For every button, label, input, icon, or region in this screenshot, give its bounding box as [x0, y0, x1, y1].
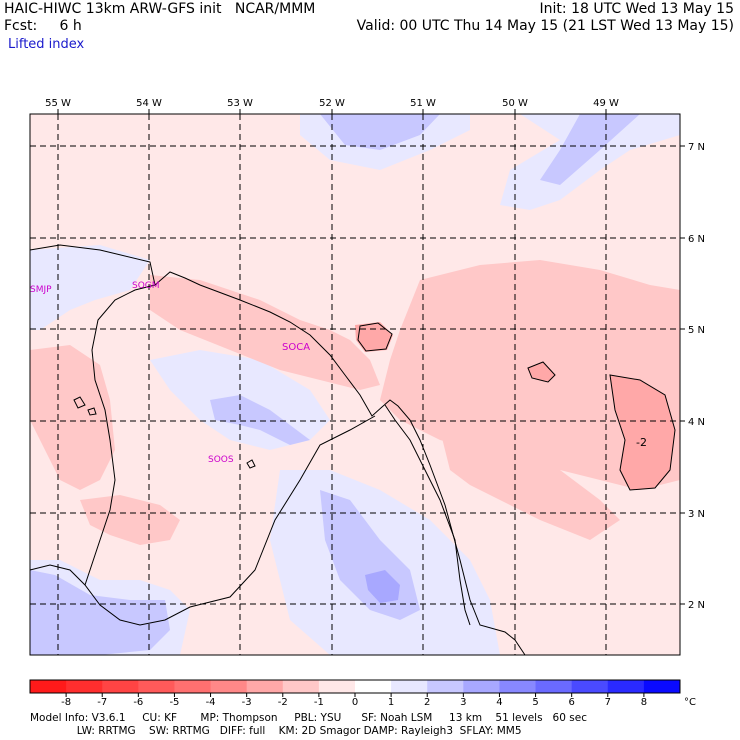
station-label: SMJP	[30, 285, 52, 295]
colorbar-swatch	[463, 680, 500, 693]
coastline	[29, 244, 526, 656]
contour-se	[609, 374, 676, 491]
colorbar-tick-label: -6	[133, 697, 143, 708]
colorbar-tick-label: -8	[61, 697, 71, 708]
contour-soos	[246, 459, 256, 469]
colorbar-swatch	[355, 680, 392, 693]
colorbar-tick-label: -7	[97, 697, 107, 708]
colorbar-swatch	[138, 680, 175, 693]
colorbar-tick-label: 3	[460, 697, 466, 708]
lat-label: 5 N	[688, 325, 705, 336]
station-label: SOGM	[132, 281, 160, 291]
contour-lines	[73, 322, 676, 491]
lon-label: 52 W	[319, 98, 345, 109]
lat-lon-grid	[30, 114, 680, 655]
map-frame	[29, 113, 681, 656]
lon-label: 49 W	[593, 98, 619, 109]
positive-area-top-core	[320, 114, 440, 150]
contour-east-blob	[527, 361, 556, 383]
colorbar-unit: °C	[684, 697, 696, 708]
colorbar-tick-label: 6	[568, 697, 574, 708]
colorbar-tick-label: 5	[532, 697, 538, 708]
coastline-borders	[29, 244, 526, 656]
colorbar-tick-label: -4	[206, 697, 216, 708]
footer-line-1: Model Info: V3.6.1 CU: KF MP: Thompson P…	[30, 712, 587, 724]
colorbar-swatch	[318, 680, 356, 693]
lon-label: 54 W	[136, 98, 162, 109]
title-left: HAIC-HIWC 13km ARW-GFS init NCAR/MMM	[4, 1, 316, 17]
colorbar-tick-label: -2	[278, 697, 288, 708]
lon-label: 55 W	[45, 98, 71, 109]
colorbar-ticks: -8 -7 -6 -5 -4 -3 -2 -1 0 1 2 3 4 5 6 7 8	[61, 693, 647, 708]
lat-label: 3 N	[688, 509, 705, 520]
colorbar-tick-label: -3	[242, 697, 252, 708]
positive-area-ne	[500, 114, 680, 210]
lat-label: 6 N	[688, 234, 705, 245]
shading-layer	[30, 114, 680, 655]
colorbar-tick-label: 0	[352, 697, 358, 708]
colorbar-tick-label: 2	[424, 697, 430, 708]
positive-area-mid-core	[210, 395, 310, 445]
valid-time: Valid: 00 UTC Thu 14 May 15 (21 LST Wed …	[356, 18, 734, 34]
lon-labels: 55 W 54 W 53 W 52 W 51 W 50 W 49 W	[45, 98, 619, 109]
colorbar-swatch	[66, 680, 103, 693]
station-label: SOCA	[282, 342, 310, 353]
colorbar-swatch	[174, 680, 212, 693]
tick-marks	[57, 109, 685, 605]
lon-label: 51 W	[410, 98, 436, 109]
colorbar-tick-label: 8	[641, 697, 647, 708]
positive-area-west	[30, 245, 150, 330]
positive-area-sw-core	[30, 570, 170, 655]
border-guyana-suriname	[84, 284, 156, 586]
lat-label: 4 N	[688, 417, 705, 428]
negative-area-central	[150, 275, 380, 390]
lat-labels: 7 N 6 N 5 N 4 N 3 N 2 N	[688, 142, 705, 611]
positive-area-south-core2	[365, 570, 400, 603]
colorbar-swatch	[210, 680, 248, 693]
contour-soca	[357, 322, 393, 352]
lat-label: 7 N	[688, 142, 705, 153]
negative-area-east-blob	[527, 362, 555, 382]
colorbar-tick-label: 4	[496, 697, 502, 708]
colorbar-swatch	[246, 680, 284, 693]
colorbar-swatch	[391, 680, 428, 693]
colorbar-swatch	[607, 680, 645, 693]
negative-area-south-mid	[80, 495, 180, 545]
contour-west-a	[73, 396, 86, 409]
field-name: Lifted index	[8, 37, 85, 52]
station-labels: SMJP SOGM SOCA SOOS	[30, 281, 310, 465]
colorbar-swatch	[535, 680, 573, 693]
border-suriname-fguiana	[384, 404, 471, 626]
lon-label: 53 W	[227, 98, 253, 109]
contour-label: -2	[636, 436, 647, 449]
colorbar	[30, 680, 681, 693]
colorbar-swatch	[427, 680, 464, 693]
station-label: SOOS	[208, 455, 234, 465]
colorbar-swatch	[499, 680, 537, 693]
colorbar-tick-label: -1	[314, 697, 324, 708]
lat-label: 2 N	[688, 600, 705, 611]
lon-label: 50 W	[502, 98, 528, 109]
forecast-hour: Fcst: 6 h	[4, 18, 82, 34]
colorbar-swatch	[30, 680, 67, 693]
colorbar-tick-label: 1	[388, 697, 394, 708]
positive-area-ne-core	[540, 114, 640, 185]
colorbar-swatch	[102, 680, 139, 693]
footer-line-2: LW: RRTMG SW: RRTMG DIFF: full KM: 2D Sm…	[30, 725, 522, 737]
colorbar-tick-label: 7	[605, 697, 611, 708]
border-suriname-guyana	[29, 415, 376, 626]
colorbar-tick-label: -5	[169, 697, 179, 708]
colorbar-swatch	[571, 680, 609, 693]
negative-area-west	[30, 345, 115, 490]
init-time: Init: 18 UTC Wed 13 May 15	[539, 1, 734, 17]
contour-west-b	[87, 407, 97, 416]
colorbar-swatch	[282, 680, 320, 693]
colorbar-swatch	[643, 680, 681, 693]
negative-area-se	[610, 375, 675, 490]
